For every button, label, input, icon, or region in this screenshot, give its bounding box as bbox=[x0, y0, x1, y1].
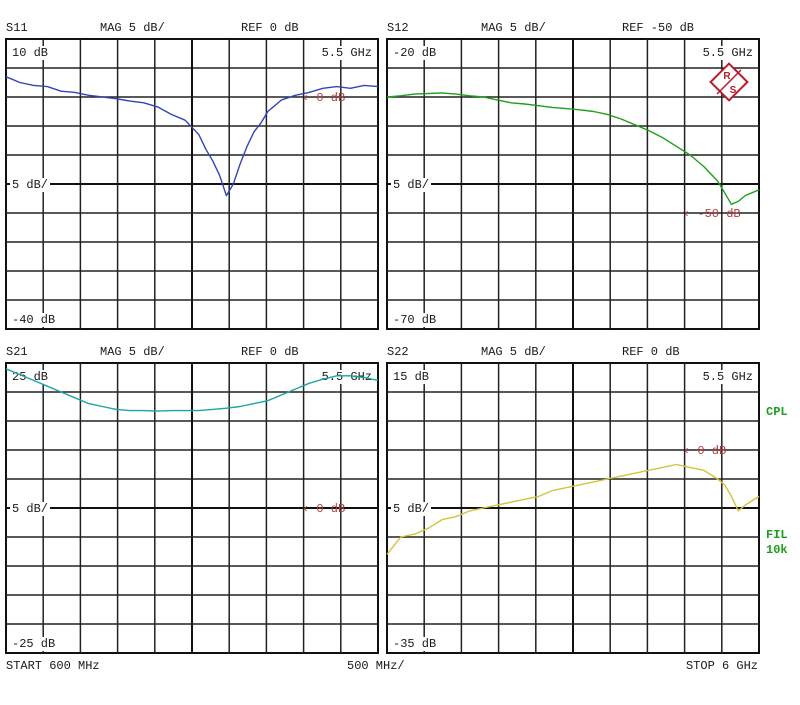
mid-scale-value: 5 dB/ bbox=[393, 178, 429, 192]
plot-grid bbox=[6, 39, 378, 329]
sweep-span-per-division: 500 MHz/ bbox=[347, 659, 405, 673]
marker-frequency: 5.5 GHz bbox=[703, 370, 753, 384]
top-scale-value: 25 dB bbox=[12, 370, 48, 384]
ref-level-marker: ‹ 0 dB bbox=[302, 91, 345, 105]
bottom-scale-value: -25 dB bbox=[12, 637, 55, 651]
panel-format-scale: MAG 5 dB/ bbox=[481, 345, 546, 359]
panel-param-label: S12 bbox=[387, 21, 409, 35]
marker-frequency: 5.5 GHz bbox=[322, 370, 372, 384]
panel-ref-level: REF 0 dB bbox=[241, 21, 299, 35]
panel-ref-level: REF 0 dB bbox=[241, 345, 299, 359]
mid-scale-value: 5 dB/ bbox=[12, 502, 48, 516]
mid-scale-value: 5 dB/ bbox=[393, 502, 429, 516]
bottom-scale-value: -35 dB bbox=[393, 637, 436, 651]
ref-level-marker: ‹ -50 dB bbox=[683, 207, 741, 221]
sweep-start: START 600 MHz bbox=[6, 659, 100, 673]
top-scale-value: -20 dB bbox=[393, 46, 436, 60]
panel-s12: S12 MAG 5 dB/REF -50 dB ‹ -50 dB -20 dB -70 … bbox=[386, 21, 760, 330]
bottom-scale-value: -70 dB bbox=[393, 313, 436, 327]
trace-s22 bbox=[386, 463, 760, 555]
panel-s11: S11 MAG 5 dB/REF 0 dB ‹ 0 dB 10 dB -40 dB 5 d… bbox=[5, 21, 379, 330]
top-scale-value: 15 dB bbox=[393, 370, 429, 384]
sweep-stop: STOP 6 GHz bbox=[686, 659, 758, 673]
side-label-cpl: CPL bbox=[766, 405, 788, 419]
side-label-fil-value: 10k bbox=[766, 543, 788, 557]
trace-s21 bbox=[5, 368, 379, 412]
ref-level-marker: ‹ 0 dB bbox=[302, 502, 345, 516]
panel-param-label: S11 bbox=[6, 21, 28, 35]
panel-format-scale: MAG 5 dB/ bbox=[100, 345, 165, 359]
marker-frequency: 5.5 GHz bbox=[703, 46, 753, 60]
bottom-scale-value: -40 dB bbox=[12, 313, 55, 327]
panel-s21: S21 MAG 5 dB/REF 0 dB ‹ 0 dB 25 dB -25 dB 5 d… bbox=[5, 345, 379, 654]
marker-frequency: 5.5 GHz bbox=[322, 46, 372, 60]
trace-s12 bbox=[386, 92, 760, 206]
plot-grid bbox=[387, 39, 759, 329]
panel-param-label: S21 bbox=[6, 345, 28, 359]
side-label-fil: FIL bbox=[766, 528, 788, 542]
panel-param-label: S22 bbox=[387, 345, 409, 359]
panel-format-scale: MAG 5 dB/ bbox=[481, 21, 546, 35]
mid-scale-value: 5 dB/ bbox=[12, 178, 48, 192]
svg-text:S: S bbox=[730, 85, 737, 96]
panel-ref-level: REF -50 dB bbox=[622, 21, 694, 35]
trace-s11 bbox=[5, 76, 379, 197]
rohde-schwarz-logo: RS bbox=[709, 62, 749, 102]
top-scale-value: 10 dB bbox=[12, 46, 48, 60]
panel-s22: S22 MAG 5 dB/REF 0 dB ‹ 0 dB 15 dB -35 dB 5 d… bbox=[386, 345, 760, 654]
panel-format-scale: MAG 5 dB/ bbox=[100, 21, 165, 35]
svg-text:R: R bbox=[723, 71, 731, 82]
ref-level-marker: ‹ 0 dB bbox=[683, 444, 726, 458]
panel-ref-level: REF 0 dB bbox=[622, 345, 680, 359]
